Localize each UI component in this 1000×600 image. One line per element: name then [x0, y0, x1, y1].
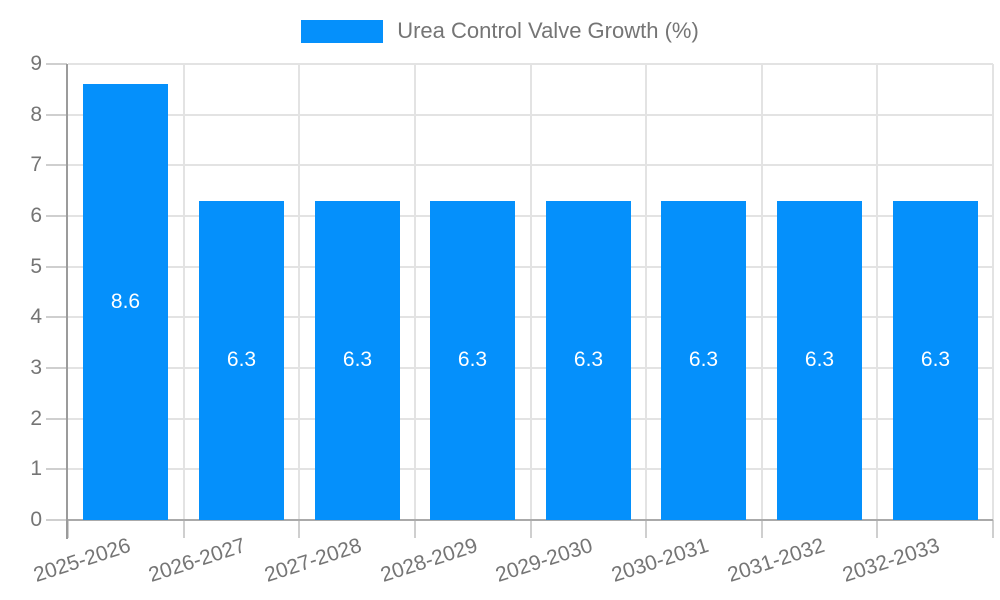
x-tick [530, 520, 532, 538]
bar[interactable] [430, 201, 515, 520]
y-tick [46, 468, 67, 470]
bar-value-label: 6.3 [342, 348, 373, 371]
x-gridline [298, 64, 300, 520]
y-axis-tick-label: 4 [30, 305, 42, 328]
x-gridline [761, 64, 763, 520]
bar[interactable] [315, 201, 400, 520]
y-axis-tick-label: 5 [30, 255, 42, 278]
y-axis-tick-label: 8 [30, 103, 42, 126]
bar[interactable] [83, 84, 168, 520]
y-axis-tick-label: 2 [30, 407, 42, 430]
y-tick [46, 164, 67, 166]
x-tick [645, 520, 647, 538]
bar-value-label: 6.3 [226, 348, 257, 371]
legend-label: Urea Control Valve Growth (%) [397, 18, 699, 43]
x-tick [298, 520, 300, 538]
x-gridline [414, 64, 416, 520]
x-axis-line [66, 519, 993, 521]
x-tick [992, 520, 994, 538]
x-tick [67, 520, 69, 538]
x-tick [183, 520, 185, 538]
bar-value-label: 6.3 [804, 348, 835, 371]
x-gridline [876, 64, 878, 520]
y-tick [46, 367, 67, 369]
y-axis-tick-label: 0 [30, 508, 42, 531]
y-axis-tick-label: 3 [30, 356, 42, 379]
bar[interactable] [661, 201, 746, 520]
y-tick [46, 418, 67, 420]
y-axis-tick-label: 9 [30, 52, 42, 75]
x-gridline [530, 64, 532, 520]
bar[interactable] [199, 201, 284, 520]
bar-value-label: 6.3 [920, 348, 951, 371]
y-axis-line [66, 64, 68, 539]
y-tick [46, 316, 67, 318]
bar-value-label: 8.6 [110, 290, 141, 313]
bar[interactable] [893, 201, 978, 520]
bar-value-label: 6.3 [688, 348, 719, 371]
x-tick [414, 520, 416, 538]
bar-value-label: 6.3 [573, 348, 604, 371]
bar[interactable] [546, 201, 631, 520]
y-tick [46, 266, 67, 268]
legend[interactable]: Urea Control Valve Growth (%) [0, 18, 1000, 44]
y-tick [46, 63, 67, 65]
x-gridline [992, 64, 994, 520]
bar[interactable] [777, 201, 862, 520]
x-tick [761, 520, 763, 538]
y-axis-tick-label: 6 [30, 204, 42, 227]
bar-value-label: 6.3 [457, 348, 488, 371]
x-gridline [645, 64, 647, 520]
y-axis-tick-label: 7 [30, 153, 42, 176]
y-axis-tick-label: 1 [30, 457, 42, 480]
legend-swatch-icon [301, 19, 384, 43]
x-gridline [183, 64, 185, 520]
x-tick [876, 520, 878, 538]
y-tick [46, 215, 67, 217]
y-tick [46, 519, 67, 521]
y-tick [46, 114, 67, 116]
